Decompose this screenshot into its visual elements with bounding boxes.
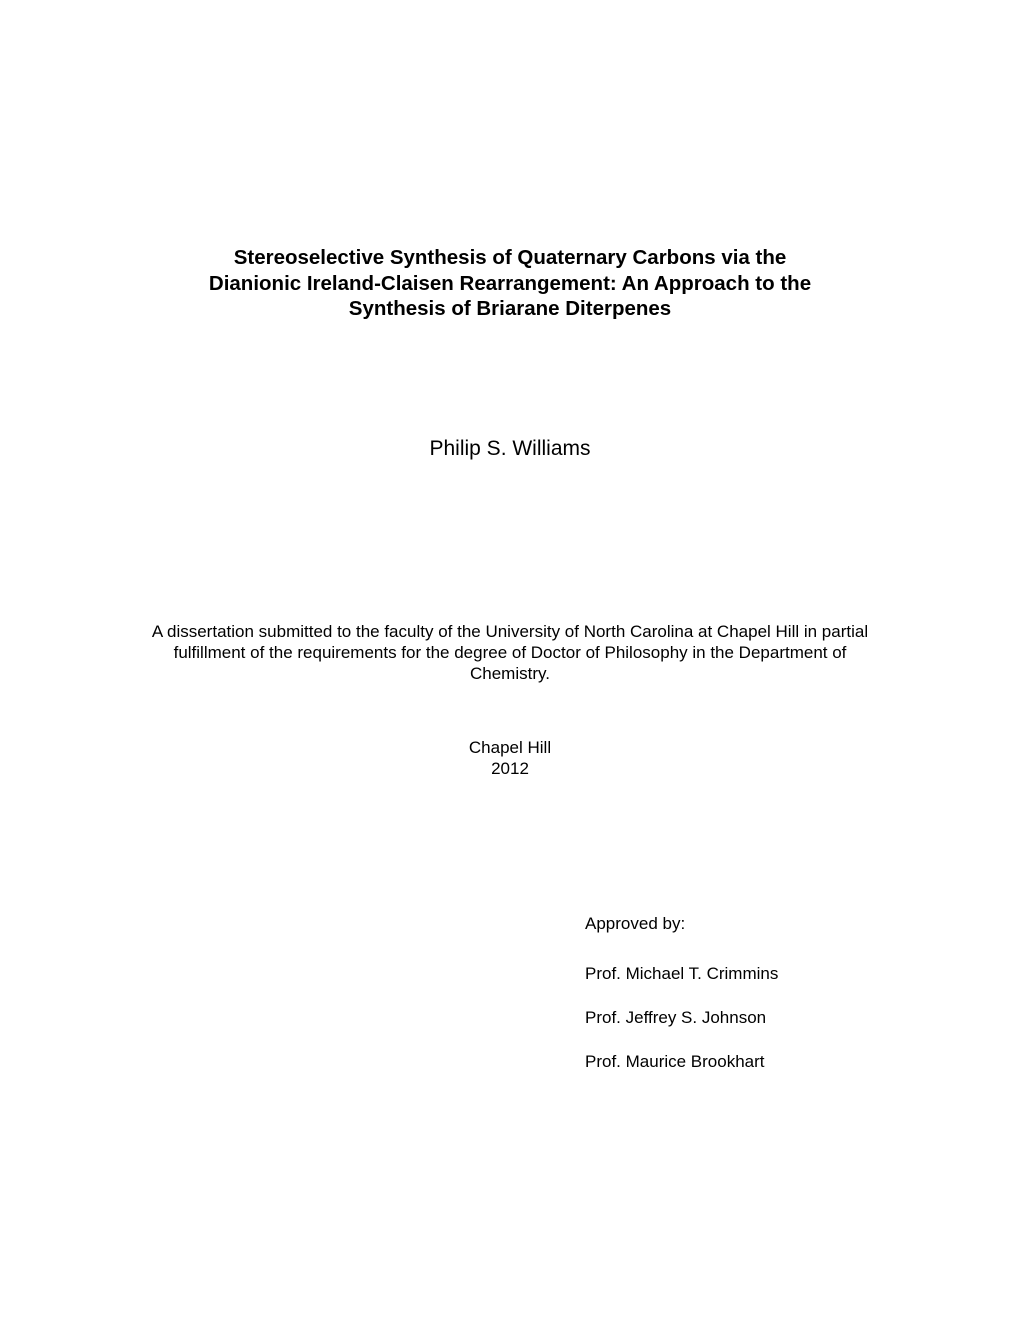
dissertation-title: Stereoselective Synthesis of Quaternary …	[130, 0, 890, 322]
approval-section: Approved by: Prof. Michael T. Crimmins P…	[130, 779, 890, 1072]
author-name: Philip S. Williams	[130, 322, 890, 461]
title-line-1: Stereoselective Synthesis of Quaternary …	[130, 245, 890, 271]
submission-statement: A dissertation submitted to the faculty …	[130, 461, 890, 685]
title-line-2: Dianionic Ireland-Claisen Rearrangement:…	[130, 271, 890, 297]
committee-member: Prof. Michael T. Crimmins	[585, 964, 890, 984]
committee-member: Prof. Maurice Brookhart	[585, 1052, 890, 1072]
title-line-3: Synthesis of Briarane Diterpenes	[130, 296, 890, 322]
dissertation-title-page: Stereoselective Synthesis of Quaternary …	[0, 0, 1020, 1320]
location-year: Chapel Hill 2012	[130, 685, 890, 780]
year: 2012	[130, 758, 890, 779]
location: Chapel Hill	[130, 737, 890, 758]
approval-heading: Approved by:	[585, 914, 890, 934]
committee-member: Prof. Jeffrey S. Johnson	[585, 1008, 890, 1028]
